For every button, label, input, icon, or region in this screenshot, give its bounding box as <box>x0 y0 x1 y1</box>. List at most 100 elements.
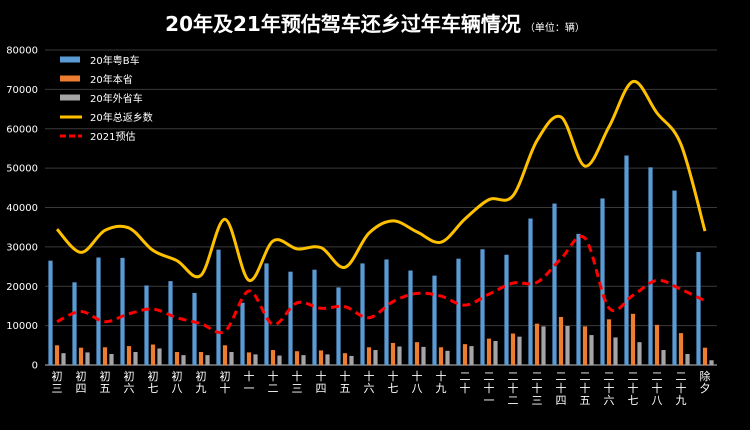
bar-1 <box>702 347 708 365</box>
bar-0 <box>408 270 413 365</box>
x-tick-label: 初 <box>196 369 207 383</box>
x-tick-label: 初 <box>148 369 159 383</box>
bar-1 <box>630 313 636 365</box>
x-tick-label: 六 <box>364 382 375 395</box>
bar-2 <box>181 355 186 365</box>
x-tick-label: 五 <box>580 394 591 407</box>
y-tick-label: 50000 <box>6 164 38 175</box>
bar-1 <box>174 352 180 365</box>
x-tick-label: 四 <box>556 394 567 407</box>
x-tick-label: 十 <box>220 381 231 395</box>
bar-1 <box>414 342 420 365</box>
legend-label: 20年总返乡数 <box>90 111 153 124</box>
x-tick-label: 二 <box>604 370 615 383</box>
x-tick-label: 八 <box>412 382 423 395</box>
bar-1 <box>198 352 204 365</box>
x-tick-label: 十 <box>244 369 255 383</box>
x-tick-label: 三 <box>292 382 303 395</box>
x-tick-label: 七 <box>628 394 639 407</box>
x-tick-label: 六 <box>604 394 615 407</box>
bar-1 <box>342 353 348 365</box>
x-tick-label: 十 <box>556 381 567 395</box>
bar-2 <box>277 355 282 365</box>
bar-1 <box>318 350 324 365</box>
bar-0 <box>168 281 173 365</box>
x-tick-label: 二 <box>628 370 639 383</box>
bar-0 <box>504 254 509 365</box>
bar-2 <box>445 350 450 365</box>
bar-0 <box>624 155 629 365</box>
x-tick-label: 十 <box>508 381 519 395</box>
bar-0 <box>192 292 197 365</box>
bar-0 <box>96 257 101 365</box>
bar-2 <box>85 352 90 365</box>
bar-0 <box>312 269 317 365</box>
x-tick-label: 二 <box>580 370 591 383</box>
legend-label: 20年外省车 <box>90 92 143 105</box>
bar-2 <box>133 352 138 365</box>
series-line-1 <box>56 234 706 335</box>
bar-0 <box>240 302 245 365</box>
x-tick-label: 十 <box>652 381 663 395</box>
x-tick-label: 九 <box>436 382 447 395</box>
x-tick-label: 二 <box>508 370 519 383</box>
x-tick-label: 五 <box>340 382 351 395</box>
x-tick-label: 夕 <box>700 382 711 395</box>
legend-swatch <box>60 94 80 101</box>
bar-2 <box>469 346 474 365</box>
bar-1 <box>102 347 108 365</box>
y-tick-label: 10000 <box>6 321 38 332</box>
x-tick-label: 初 <box>172 369 183 383</box>
x-tick-label: 十 <box>340 369 351 383</box>
bar-2 <box>157 348 162 365</box>
bar-1 <box>246 352 252 365</box>
legend-label: 20年粤B车 <box>90 54 140 67</box>
bar-1 <box>126 346 132 365</box>
bar-2 <box>613 337 618 365</box>
x-tick-label: 二 <box>460 370 471 383</box>
x-tick-label: 二 <box>508 394 519 407</box>
bar-2 <box>517 336 522 365</box>
bar-0 <box>432 275 437 365</box>
x-tick-label: 十 <box>292 369 303 383</box>
bar-2 <box>661 350 666 365</box>
bar-2 <box>325 354 330 365</box>
bar-1 <box>654 324 660 365</box>
bar-0 <box>480 249 485 365</box>
x-tick-label: 九 <box>676 394 687 407</box>
x-tick-label: 五 <box>100 382 111 395</box>
bar-1 <box>150 344 156 365</box>
bar-1 <box>78 347 84 365</box>
chart-title: 20年及21年预估驾车还乡过年车辆情况 （单位：辆） <box>0 8 750 37</box>
x-tick-label: 十 <box>604 381 615 395</box>
bar-1 <box>390 342 396 365</box>
x-tick-label: 十 <box>580 381 591 395</box>
bar-1 <box>558 316 564 365</box>
bar-1 <box>294 351 300 365</box>
x-tick-label: 一 <box>484 394 495 407</box>
x-tick-label: 九 <box>196 382 207 395</box>
bar-0 <box>72 282 77 365</box>
x-tick-label: 三 <box>52 382 63 395</box>
bar-0 <box>528 218 533 365</box>
bar-1 <box>678 333 684 365</box>
x-tick-label: 十 <box>388 369 399 383</box>
bar-2 <box>253 354 258 365</box>
bar-0 <box>144 285 149 365</box>
x-tick-label: 十 <box>268 369 279 383</box>
bar-2 <box>61 353 66 365</box>
bar-2 <box>109 353 114 365</box>
y-tick-label: 20000 <box>6 282 38 293</box>
legend-label: 20年本省 <box>90 73 133 86</box>
unit-note: （单位：辆） <box>524 23 585 34</box>
y-tick-label: 0 <box>32 361 38 372</box>
bar-2 <box>421 346 426 365</box>
x-tick-label: 二 <box>484 370 495 383</box>
x-tick-label: 六 <box>124 382 135 395</box>
bar-2 <box>589 335 594 365</box>
bar-2 <box>685 353 690 365</box>
x-tick-label: 十 <box>532 381 543 395</box>
bar-1 <box>462 344 468 365</box>
x-tick-label: 初 <box>124 369 135 383</box>
